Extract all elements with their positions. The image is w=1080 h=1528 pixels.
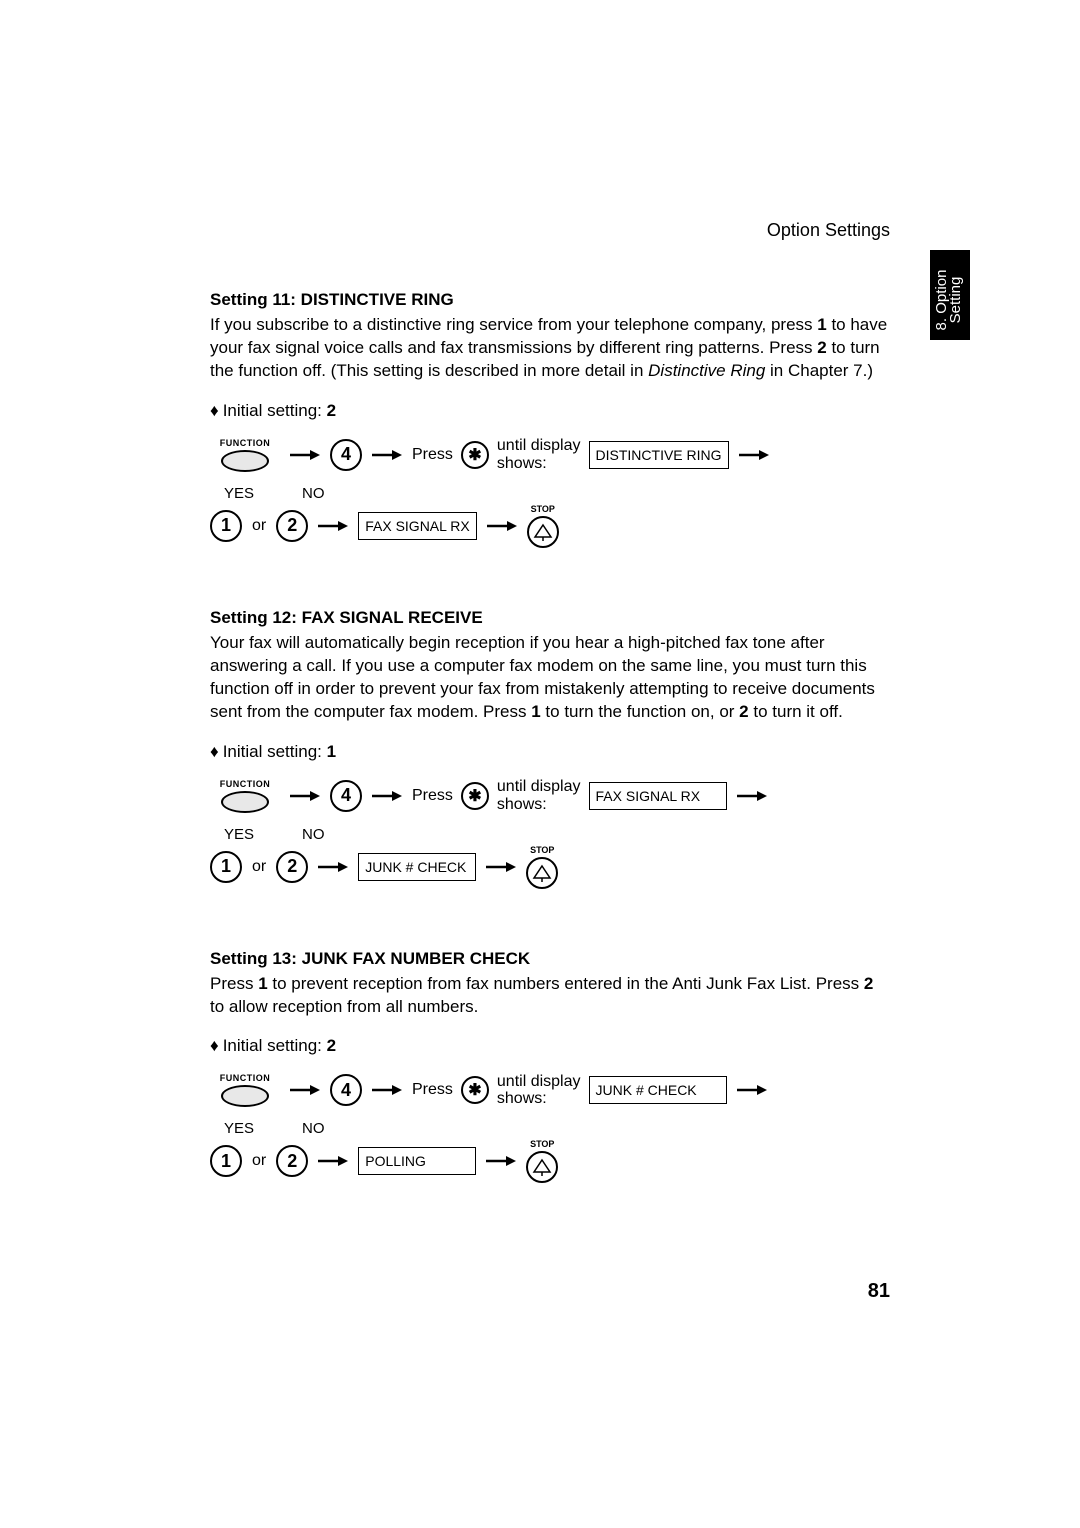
arrow-icon — [370, 1080, 404, 1100]
diamond-icon: ♦ — [210, 1036, 219, 1056]
until-display-label: until displayshows: — [497, 437, 581, 472]
key-1: 1 — [210, 1145, 242, 1177]
press-label: Press — [412, 1081, 453, 1099]
setting-body: If you subscribe to a distinctive ring s… — [210, 314, 890, 383]
or-label: or — [252, 1152, 266, 1170]
key-star: ✱ — [461, 782, 489, 810]
diamond-icon: ♦ — [210, 742, 219, 762]
key-2: 2 — [276, 1145, 308, 1177]
display-box: JUNK # CHECK — [589, 1076, 727, 1104]
key-4: 4 — [330, 1074, 362, 1106]
setting-body: Your fax will automatically begin recept… — [210, 632, 890, 724]
display-box: JUNK # CHECK — [358, 853, 476, 881]
arrow-icon — [316, 1151, 350, 1171]
arrow-icon — [316, 857, 350, 877]
setting-title: Setting 11: DISTINCTIVE RING — [210, 290, 890, 310]
arrow-icon — [485, 516, 519, 536]
diagram-row-2: 1 or 2 FAX SIGNAL RX STOP — [210, 504, 890, 548]
diagram-row-1: FUNCTION 4 Press ✱ until displayshows: DISTIN… — [210, 435, 890, 475]
stop-button: STOP — [526, 845, 558, 889]
function-button: FUNCTION — [210, 1073, 280, 1107]
initial-setting: ♦Initial setting: 1 — [210, 742, 890, 762]
diamond-icon: ♦ — [210, 401, 219, 421]
or-label: or — [252, 517, 266, 535]
display-box: POLLING — [358, 1147, 476, 1175]
diagram-row-2: 1 or 2 POLLING STOP — [210, 1139, 890, 1183]
setting-title: Setting 13: JUNK FAX NUMBER CHECK — [210, 949, 890, 969]
stop-button: STOP — [526, 1139, 558, 1183]
yes-no-labels: YESNO — [224, 485, 890, 502]
setting-section: Setting 12: FAX SIGNAL RECEIVE Your fax w… — [210, 608, 890, 889]
arrow-icon — [735, 1080, 769, 1100]
page-header: Option Settings — [767, 220, 890, 241]
arrow-icon — [484, 857, 518, 877]
key-1: 1 — [210, 510, 242, 542]
procedure-diagram: FUNCTION 4 Press ✱ until displayshows: JUNK #… — [210, 1070, 890, 1183]
setting-body: Press 1 to prevent reception from fax nu… — [210, 973, 890, 1019]
diagram-row-1: FUNCTION 4 Press ✱ until displayshows: FAX SI… — [210, 776, 890, 816]
press-label: Press — [412, 446, 453, 464]
yes-no-labels: YESNO — [224, 826, 890, 843]
display-box: FAX SIGNAL RX — [589, 782, 727, 810]
page-content: Option Settings 8. Option Setting Settin… — [210, 220, 890, 1193]
arrow-icon — [288, 1080, 322, 1100]
until-display-label: until displayshows: — [497, 778, 581, 813]
chapter-tab: 8. Option Setting — [930, 250, 970, 340]
function-button: FUNCTION — [210, 438, 280, 472]
arrow-icon — [288, 445, 322, 465]
arrow-icon — [288, 786, 322, 806]
diagram-row-1: FUNCTION 4 Press ✱ until displayshows: JUNK #… — [210, 1070, 890, 1110]
key-1: 1 — [210, 851, 242, 883]
key-2: 2 — [276, 510, 308, 542]
yes-no-labels: YESNO — [224, 1120, 890, 1137]
arrow-icon — [484, 1151, 518, 1171]
press-label: Press — [412, 787, 453, 805]
key-star: ✱ — [461, 1076, 489, 1104]
key-4: 4 — [330, 439, 362, 471]
arrow-icon — [316, 516, 350, 536]
display-box: DISTINCTIVE RING — [589, 441, 729, 469]
until-display-label: until displayshows: — [497, 1073, 581, 1108]
or-label: or — [252, 858, 266, 876]
setting-section: Setting 13: JUNK FAX NUMBER CHECK Press 1… — [210, 949, 890, 1184]
initial-setting: ♦Initial setting: 2 — [210, 1036, 890, 1056]
diagram-row-2: 1 or 2 JUNK # CHECK STOP — [210, 845, 890, 889]
arrow-icon — [737, 445, 771, 465]
page-number: 81 — [868, 1280, 890, 1303]
stop-button: STOP — [527, 504, 559, 548]
key-star: ✱ — [461, 441, 489, 469]
setting-title: Setting 12: FAX SIGNAL RECEIVE — [210, 608, 890, 628]
function-button: FUNCTION — [210, 779, 280, 813]
key-4: 4 — [330, 780, 362, 812]
key-2: 2 — [276, 851, 308, 883]
arrow-icon — [370, 786, 404, 806]
arrow-icon — [735, 786, 769, 806]
procedure-diagram: FUNCTION 4 Press ✱ until displayshows: DISTIN… — [210, 435, 890, 548]
setting-section: Setting 11: DISTINCTIVE RING If you subsc… — [210, 290, 890, 548]
procedure-diagram: FUNCTION 4 Press ✱ until displayshows: FAX SI… — [210, 776, 890, 889]
initial-setting: ♦Initial setting: 2 — [210, 401, 890, 421]
display-box: FAX SIGNAL RX — [358, 512, 477, 540]
arrow-icon — [370, 445, 404, 465]
